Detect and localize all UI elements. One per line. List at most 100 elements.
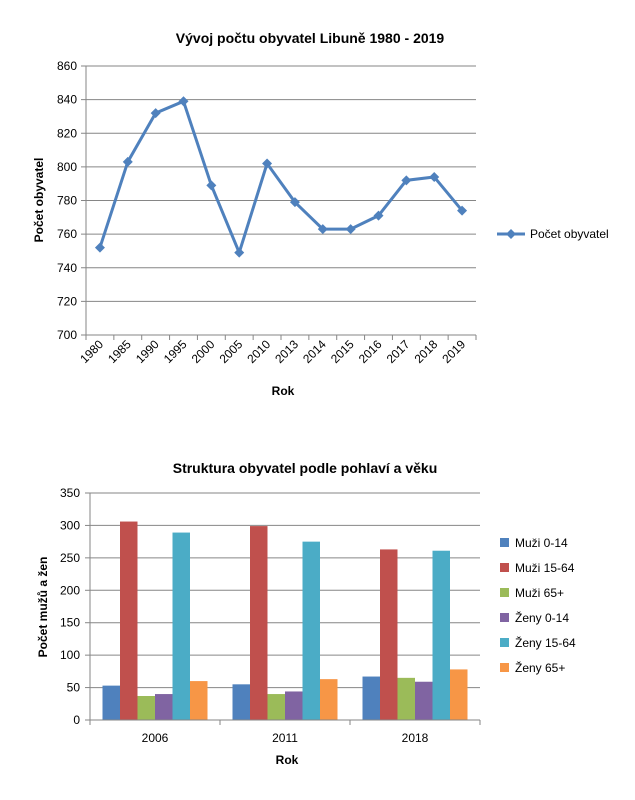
y-tick-label: 820 <box>57 126 77 140</box>
y-tick-label: 700 <box>57 328 77 342</box>
y-tick-label: 720 <box>57 294 77 308</box>
y-tick-label: 250 <box>60 551 80 565</box>
bar <box>232 684 250 720</box>
data-point-marker <box>429 171 440 182</box>
x-tick-label: 2014 <box>300 337 329 366</box>
bar <box>267 694 285 720</box>
y-tick-label: 840 <box>57 93 77 107</box>
data-point-marker <box>401 175 412 186</box>
x-tick-label: 2016 <box>356 337 385 366</box>
legend-label: Muži 0-14 <box>515 536 568 550</box>
data-point-marker <box>373 210 384 221</box>
line-chart-gridlines <box>86 65 476 302</box>
data-point-marker <box>206 180 217 191</box>
line-chart-title: Vývoj počtu obyvatel Libuně 1980 - 2019 <box>176 30 445 46</box>
x-tick-label: 2019 <box>439 337 468 366</box>
legend-swatch <box>500 638 509 647</box>
line-chart-x-ticks: 1980 1985 1990 1995 2000 2005 2010 2013 2014 2015… <box>77 335 477 366</box>
y-tick-label: 740 <box>57 261 77 275</box>
legend-label: Muži 65+ <box>515 586 564 600</box>
x-tick-label: 2018 <box>412 337 441 366</box>
legend-label: Ženy 15-64 <box>515 635 576 650</box>
population-line-chart: Vývoj počtu obyvatel Libuně 1980 - 2019 … <box>32 30 609 398</box>
bar-chart-x-ticks: 2006 2011 2018 <box>89 720 481 745</box>
x-tick-label: 2017 <box>384 337 413 366</box>
x-tick-label: 2000 <box>189 337 218 366</box>
bar <box>397 677 415 720</box>
bar <box>380 549 398 720</box>
line-chart-points <box>94 96 468 258</box>
bar-chart-gridlines <box>90 492 480 689</box>
bar <box>155 694 173 720</box>
series-line-pocet-obyvatel <box>98 99 464 258</box>
x-tick-label: 2005 <box>217 337 246 366</box>
bar <box>362 676 380 720</box>
x-tick-label: 2013 <box>272 337 301 366</box>
line-chart-y-ticks: 700 720 740 760 780 800 820 840 860 <box>57 59 86 342</box>
data-point-marker <box>122 156 133 167</box>
y-tick-label: 800 <box>57 160 77 174</box>
bar <box>450 669 468 720</box>
y-tick-label: 50 <box>67 681 81 695</box>
y-tick-label: 0 <box>73 713 80 727</box>
bar <box>250 526 268 720</box>
bar <box>172 532 190 720</box>
legend-label-pocet-obyvatel: Počet obyvatel <box>530 227 609 241</box>
data-point-marker <box>289 197 300 208</box>
data-point-marker <box>150 108 161 119</box>
y-tick-label: 760 <box>57 227 77 241</box>
x-tick-label: 1980 <box>77 337 106 366</box>
bar-chart-y-axis-title: Počet mužů a žen <box>36 557 50 658</box>
bar <box>285 691 303 720</box>
x-tick-label: 2015 <box>328 337 357 366</box>
x-tick-label: 1995 <box>161 337 190 366</box>
legend-diamond-marker <box>506 229 516 239</box>
line-chart-x-axis-title: Rok <box>272 384 295 398</box>
y-tick-label: 780 <box>57 194 77 208</box>
line-chart-legend: Počet obyvatel <box>497 227 609 241</box>
legend-swatch <box>500 663 509 672</box>
bar <box>120 521 138 720</box>
bar <box>415 681 433 720</box>
legend-swatch <box>500 588 509 597</box>
x-tick-label: 2011 <box>272 731 298 745</box>
y-tick-label: 860 <box>57 59 77 73</box>
x-tick-label: 2018 <box>402 731 429 745</box>
data-point-marker <box>178 96 189 107</box>
y-tick-label: 100 <box>60 648 80 662</box>
bar <box>320 679 338 720</box>
legend-label: Ženy 0-14 <box>515 610 569 625</box>
x-tick-label: 1990 <box>133 337 162 366</box>
structure-bar-chart: Struktura obyvatel podle pohlaví a věku … <box>36 460 576 767</box>
bar <box>137 696 155 720</box>
data-point-marker <box>457 205 468 216</box>
y-tick-label: 150 <box>60 616 80 630</box>
legend-swatch <box>500 613 509 622</box>
line-chart-y-axis-title: Počet obyvatel <box>32 158 46 243</box>
legend-swatch <box>500 538 509 547</box>
legend-swatch <box>500 563 509 572</box>
bar-chart-title: Struktura obyvatel podle pohlaví a věku <box>173 460 438 476</box>
data-point-marker <box>317 224 328 235</box>
legend-label: Muži 15-64 <box>515 561 575 575</box>
bar <box>190 681 208 720</box>
y-tick-label: 300 <box>60 518 80 532</box>
legend-label: Ženy 65+ <box>515 660 565 675</box>
y-tick-label: 200 <box>60 583 80 597</box>
data-point-marker <box>234 247 245 258</box>
bar <box>102 685 120 720</box>
bar-chart-legend: Muži 0-14 Muži 15-64 Muži 65+ Ženy 0-14 Ženy… <box>500 536 576 675</box>
data-point-marker <box>345 224 356 235</box>
data-point-marker <box>262 158 273 169</box>
x-tick-label: 2010 <box>244 337 273 366</box>
bar-chart-bars <box>102 521 468 720</box>
y-tick-label: 350 <box>60 486 80 500</box>
x-tick-label: 2006 <box>142 731 169 745</box>
data-point-marker <box>94 242 105 253</box>
bar <box>302 541 320 720</box>
x-tick-label: 1985 <box>105 337 134 366</box>
bar <box>432 550 450 720</box>
bar-chart-x-axis-title: Rok <box>276 753 299 767</box>
bar-chart-y-ticks: 0 50 100 150 200 250 300 350 <box>60 486 90 727</box>
